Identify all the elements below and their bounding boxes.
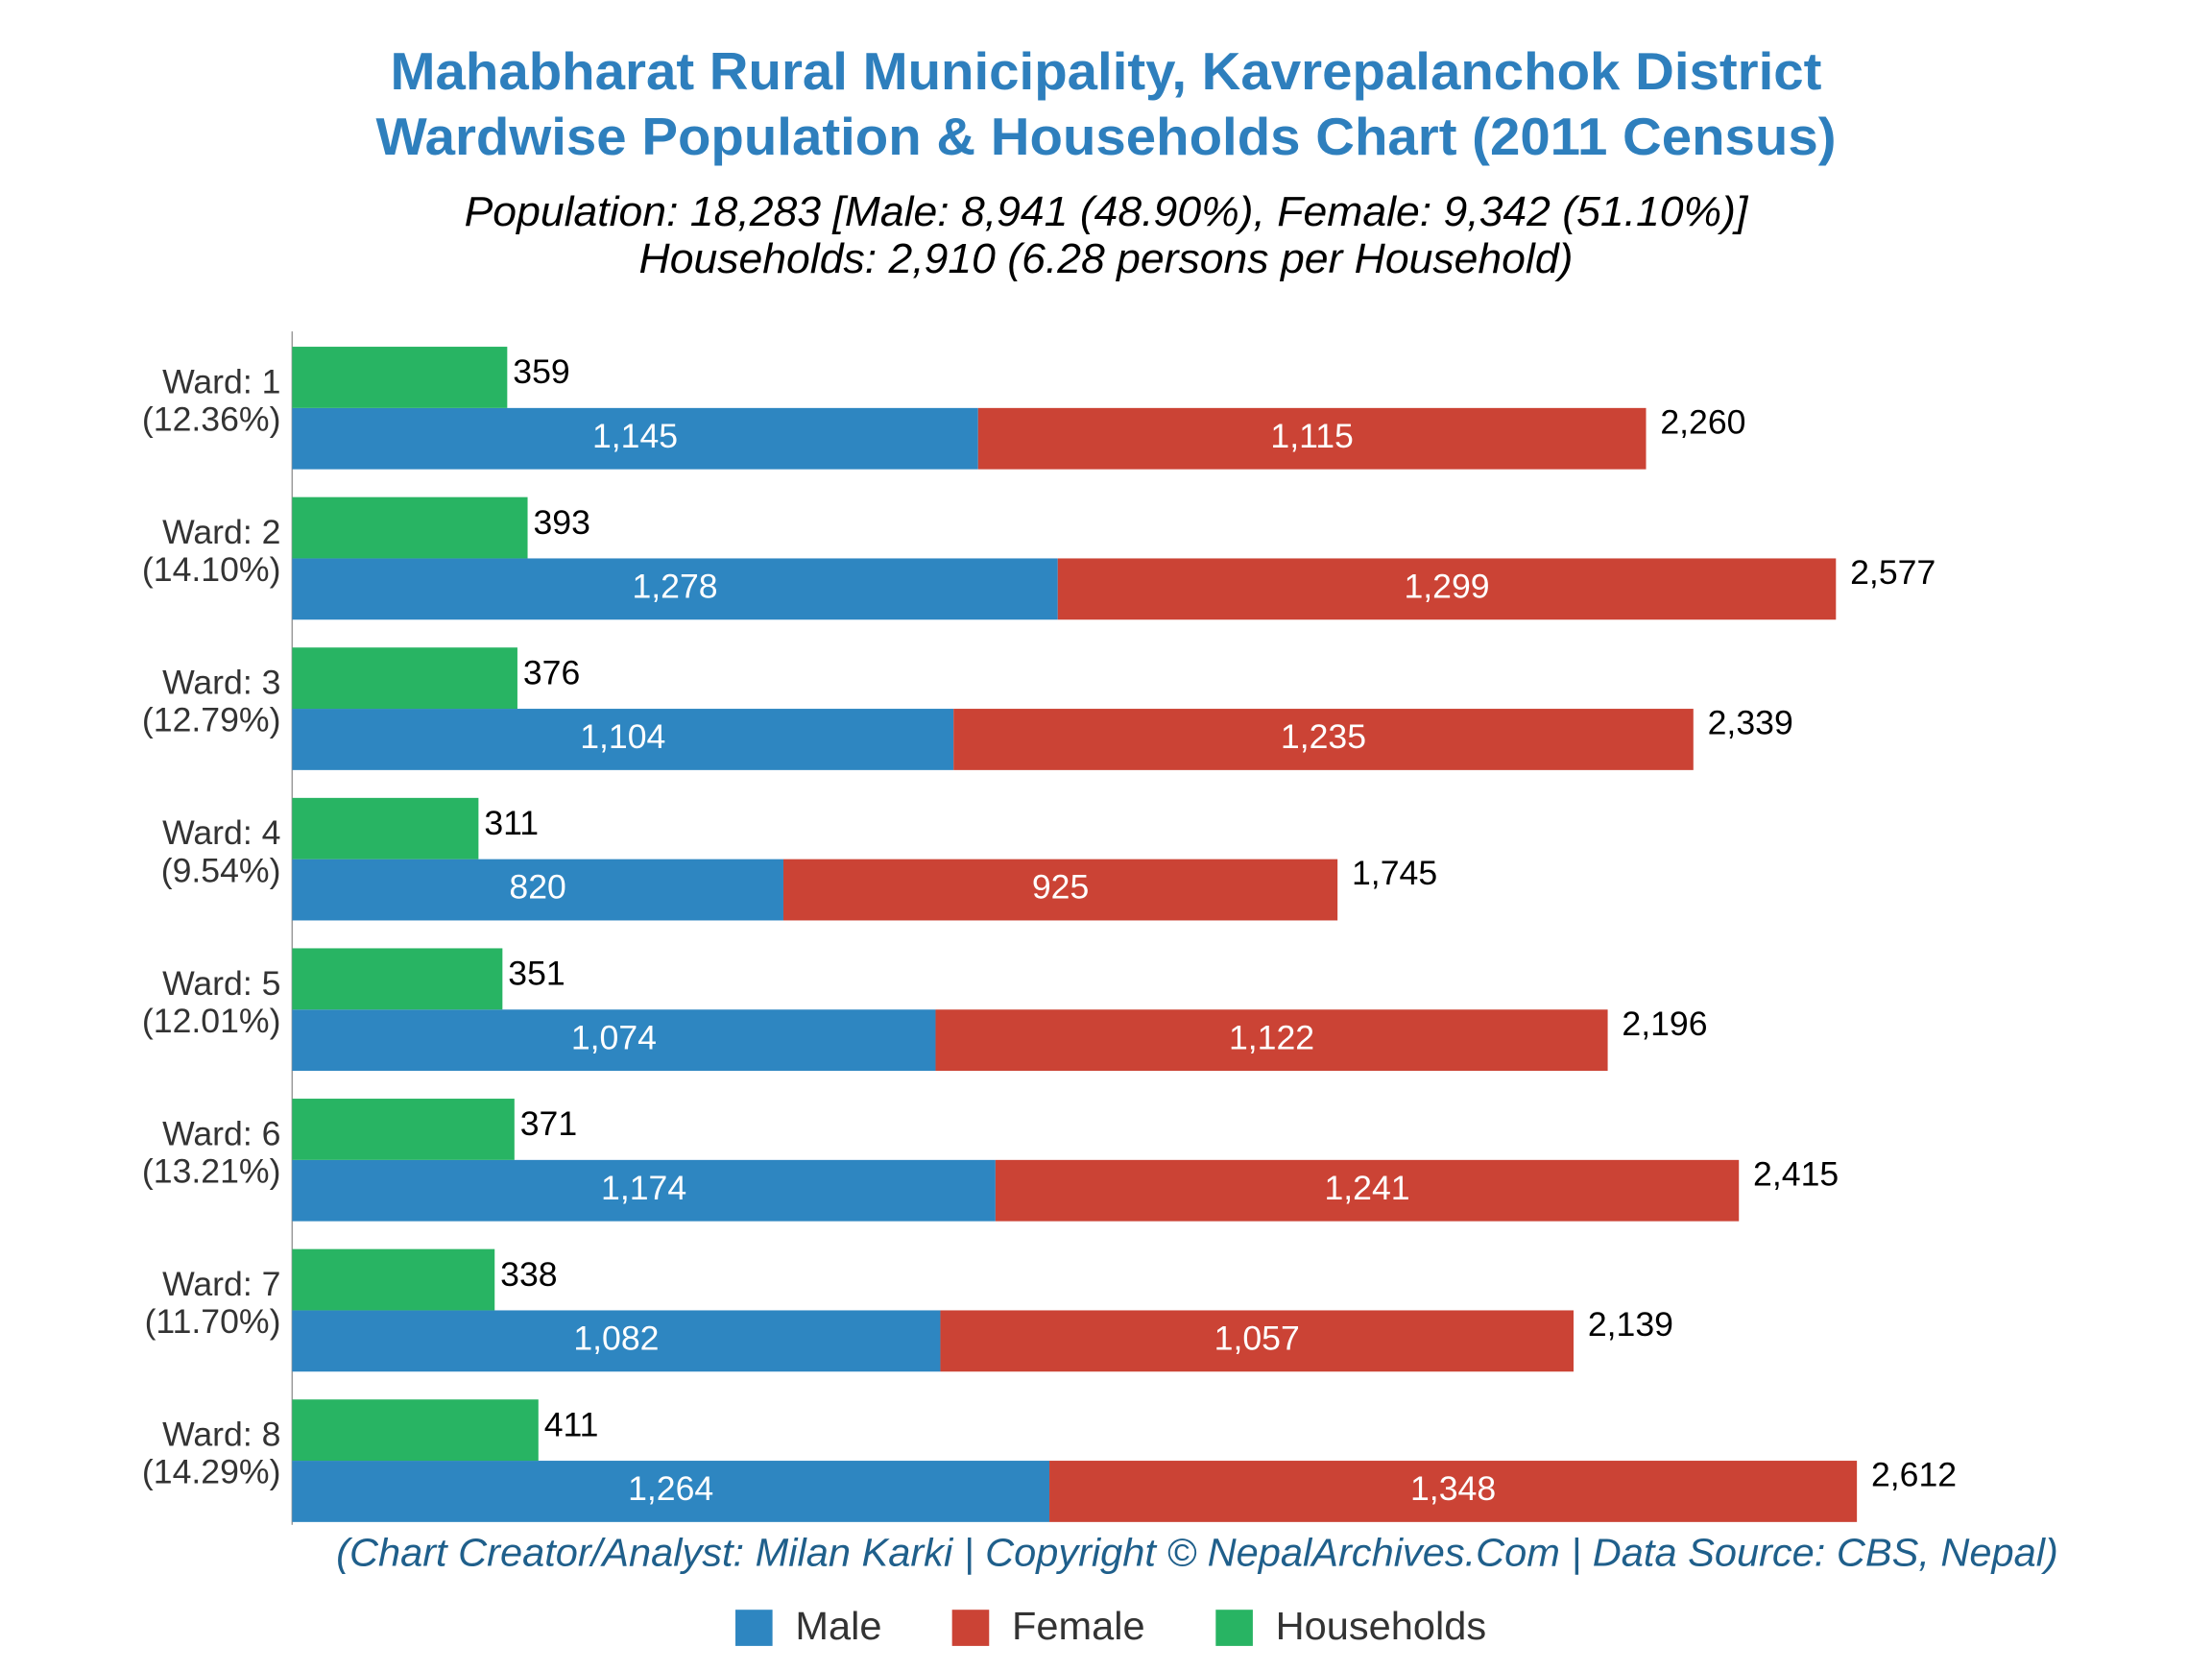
households-label: 359 — [513, 354, 569, 392]
chart-title: Mahabharat Rural Municipality, Kavrepala… — [391, 41, 1822, 100]
y-tick-label: Ward: 4 — [162, 815, 280, 853]
population-bar — [292, 407, 978, 470]
population-bar — [977, 407, 1647, 470]
bar-value-label: 1,104 — [580, 719, 665, 757]
households-bar — [292, 647, 517, 710]
households-bar — [292, 1399, 539, 1462]
bar-value-label: 925 — [1032, 869, 1089, 907]
bar-value-label: 1,264 — [628, 1471, 713, 1509]
population-bar — [292, 709, 954, 770]
chart-title: Wardwise Population & Households Chart (… — [375, 108, 1836, 166]
chart-subtitle: Population: 18,283 [Male: 8,941 (48.90%)… — [465, 188, 1750, 234]
households-label: 351 — [508, 956, 565, 993]
households-label: 376 — [523, 655, 580, 692]
bar-value-label: 1,299 — [1404, 569, 1489, 606]
total-label: 2,260 — [1660, 404, 1745, 442]
households-bar — [292, 948, 503, 1010]
y-tick-label: Ward: 2 — [162, 514, 280, 551]
y-tick-label: Ward: 1 — [162, 364, 280, 401]
y-tick-label: Ward: 6 — [162, 1116, 280, 1153]
legend-label: Households — [1276, 1605, 1486, 1648]
households-bar — [292, 496, 528, 559]
total-label: 1,745 — [1352, 856, 1437, 893]
bar-value-label: 1,235 — [1281, 719, 1366, 757]
bar-value-label: 1,145 — [592, 418, 678, 455]
bar-value-label: 1,074 — [571, 1020, 657, 1057]
footer: (Chart Creator/Analyst: Milan Karki | Co… — [336, 1531, 2058, 1574]
legend-swatch — [735, 1610, 773, 1646]
households-label: 393 — [533, 504, 589, 542]
bar-value-label: 1,115 — [1270, 418, 1353, 455]
population-bar — [292, 1009, 936, 1072]
population-bar — [292, 558, 1058, 620]
total-label: 2,612 — [1871, 1457, 1957, 1494]
population-bar — [292, 1159, 996, 1222]
population-bar — [953, 709, 1694, 770]
population-bar — [935, 1009, 1608, 1072]
y-tick-label: (14.10%) — [142, 552, 281, 590]
bar-value-label: 1,082 — [573, 1320, 659, 1358]
y-tick-label: (12.36%) — [142, 401, 281, 439]
y-tick-label: (9.54%) — [161, 853, 281, 890]
households-label: 311 — [484, 805, 539, 842]
y-tick-label: Ward: 5 — [162, 965, 280, 1003]
y-tick-label: Ward: 7 — [162, 1266, 280, 1303]
bar-value-label: 1,241 — [1324, 1170, 1409, 1207]
population-bar — [782, 859, 1338, 921]
y-tick-label: (14.29%) — [142, 1454, 281, 1491]
legend-swatch — [1215, 1610, 1253, 1646]
bar-value-label: 1,057 — [1214, 1320, 1300, 1358]
total-label: 2,415 — [1753, 1156, 1839, 1194]
chart-subtitle: Households: 2,910 (6.28 persons per Hous… — [639, 236, 1574, 282]
y-tick-label: (12.01%) — [142, 1003, 281, 1040]
bar-value-label: 1,348 — [1410, 1471, 1496, 1509]
bar-value-label: 1,278 — [632, 569, 717, 606]
y-tick-label: Ward: 3 — [162, 665, 280, 702]
legend-swatch — [951, 1610, 990, 1646]
bar-value-label: 1,174 — [601, 1170, 686, 1207]
population-bar — [1057, 558, 1837, 620]
households-label: 371 — [520, 1106, 577, 1144]
households-bar — [292, 1099, 515, 1160]
population-bar — [292, 1461, 1050, 1522]
population-bar — [995, 1159, 1740, 1222]
households-bar — [292, 797, 479, 860]
households-label: 411 — [544, 1407, 599, 1444]
population-bar — [1049, 1461, 1858, 1522]
legend-label: Female — [1012, 1605, 1145, 1648]
population-bar — [292, 1310, 941, 1372]
y-tick-label: Ward: 8 — [162, 1417, 280, 1454]
bar-value-label: 1,122 — [1229, 1020, 1314, 1057]
total-label: 2,139 — [1588, 1306, 1673, 1344]
y-tick-label: (11.70%) — [145, 1304, 281, 1342]
total-label: 2,196 — [1622, 1005, 1707, 1043]
households-bar — [292, 347, 508, 408]
legend-label: Male — [795, 1605, 881, 1648]
y-tick-label: (12.79%) — [142, 702, 281, 739]
y-tick-label: (13.21%) — [142, 1153, 281, 1191]
population-bar — [292, 859, 783, 921]
households-bar — [292, 1248, 495, 1311]
households-label: 338 — [500, 1256, 557, 1294]
bar-value-label: 820 — [509, 869, 565, 907]
total-label: 2,577 — [1850, 554, 1936, 592]
population-bar — [940, 1310, 1574, 1372]
total-label: 2,339 — [1708, 705, 1793, 742]
